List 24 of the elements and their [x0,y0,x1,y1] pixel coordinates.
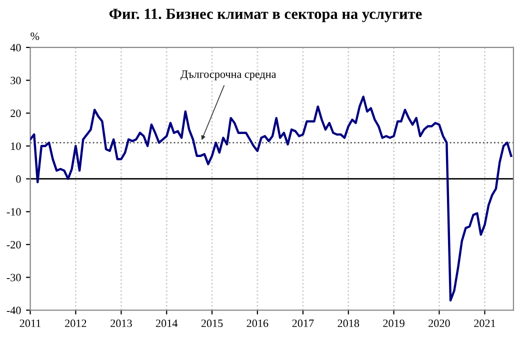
y-axis-title: % [30,32,40,40]
x-tick-label: 2012 [65,320,86,328]
y-tick-label: 30 [10,76,21,84]
x-tick-label: 2011 [20,320,41,328]
x-tick-label: 2013 [110,320,132,328]
annotation: Дългосрочна средна [180,70,276,80]
x-tick-label: 2019 [383,320,404,328]
y-tick-label: -40 [6,306,21,314]
x-tick-label: 2021 [474,320,496,328]
x-tick-label: 2018 [338,320,360,328]
x-tick-label: 2020 [428,320,450,328]
y-tick-label: 10 [11,142,21,150]
x-tick-label: 2015 [201,320,223,328]
y-tick-label: -10 [6,208,21,216]
chart-title: Фиг. 11. Бизнес климат в сектора на услугите [109,8,422,22]
x-tick-label: 2017 [292,320,314,328]
y-tick-label: -30 [6,274,21,282]
y-tick-label: 0 [16,175,21,183]
y-tick-label: -20 [6,240,21,248]
x-tick-label: 2014 [156,320,178,328]
y-tick-label: 40 [10,44,21,52]
line-series [30,96,512,302]
y-tick-label: 20 [10,110,21,118]
x-tick-label: 2016 [246,320,268,328]
